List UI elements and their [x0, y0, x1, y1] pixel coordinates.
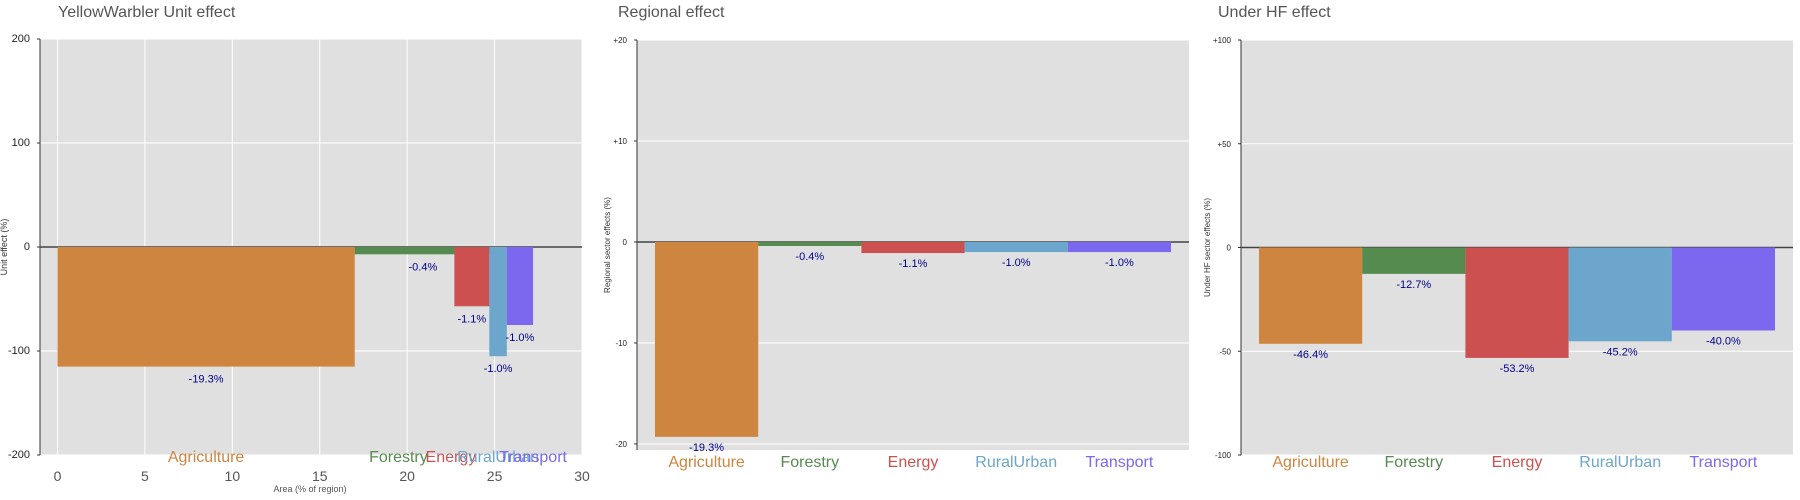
category-label-energy: Energy — [888, 454, 939, 471]
data-label: -0.4% — [409, 261, 438, 273]
category-label-transport: Transport — [1085, 454, 1153, 471]
x-tick-label: 0 — [54, 468, 62, 484]
category-label-agriculture: Agriculture — [668, 454, 745, 471]
hf-effect-title: Under HF effect — [1218, 4, 1331, 21]
bar-transport — [506, 247, 534, 325]
x-tick-label: 20 — [399, 468, 415, 484]
bar-agriculture — [57, 247, 355, 367]
bar-energy — [454, 247, 490, 307]
category-label-agriculture: Agriculture — [168, 449, 245, 466]
y-axis-label: Under HF sector effects (%) — [1203, 198, 1212, 297]
unit-effect-chart: 200 100 0 -100 -200 Unit effect (%) 0 5 10 15 20 25… — [0, 33, 590, 494]
bar-transport — [1671, 247, 1775, 331]
bar-forestry — [1362, 247, 1466, 274]
category-label-forestry: Forestry — [369, 449, 428, 466]
y-tick-label: 100 — [12, 137, 30, 149]
data-label: -19.3% — [689, 442, 724, 454]
bar-agriculture — [1259, 247, 1363, 344]
regional-effect-panel: Regional effect +20 +10 0 -10 -20 Regional se… — [600, 0, 1200, 500]
bar-ruralurban — [489, 247, 507, 357]
data-label: -1.1% — [457, 313, 486, 325]
y-tick-label: +50 — [1217, 140, 1231, 149]
regional-effect-title: Regional effect — [618, 4, 725, 21]
y-tick-label: -100 — [8, 345, 30, 357]
bar-transport — [1067, 241, 1171, 253]
x-axis-label: Area (% of region) — [273, 484, 346, 494]
category-label-forestry: Forestry — [780, 454, 839, 471]
category-label-forestry: Forestry — [1384, 454, 1443, 471]
category-label-energy: Energy — [426, 449, 477, 466]
category-label-energy: Energy — [1492, 454, 1543, 471]
y-tick-label: 0 — [623, 238, 628, 247]
x-tick-label: 5 — [141, 468, 149, 484]
x-tick-label: 15 — [312, 468, 328, 484]
category-label-ruralurban: RuralUrban — [975, 454, 1057, 471]
y-axis-label: Unit effect (%) — [0, 219, 9, 276]
y-tick-label: 200 — [12, 33, 30, 45]
x-tick-label: 25 — [487, 468, 503, 484]
x-tick-label: 30 — [574, 468, 590, 484]
y-tick-label: +100 — [1213, 36, 1232, 45]
data-label: -1.0% — [1105, 257, 1134, 269]
hf-effect-chart: +100 +50 0 -50 -100 Under HF sector effects (… — [1203, 36, 1793, 471]
data-label: -1.0% — [484, 363, 513, 375]
category-label-ruralurban: RuralUrban — [457, 449, 539, 466]
data-label: -1.1% — [899, 258, 928, 270]
x-tick-label: 10 — [225, 468, 241, 484]
bar-ruralurban — [964, 241, 1068, 253]
category-label-ruralurban: RuralUrban — [1579, 454, 1661, 471]
data-label: -19.3% — [189, 374, 224, 386]
unit-effect-title: YellowWarbler Unit effect — [58, 4, 236, 21]
y-tick-label: -50 — [1219, 347, 1231, 356]
y-tick-label: -100 — [1215, 451, 1232, 460]
y-tick-label: +10 — [613, 137, 627, 146]
data-label: -1.0% — [506, 332, 535, 344]
data-label: -45.2% — [1603, 346, 1638, 358]
data-label: -1.0% — [1002, 257, 1031, 269]
data-label: -46.4% — [1293, 349, 1328, 361]
category-label-agriculture: Agriculture — [1272, 454, 1349, 471]
bar-forestry — [758, 241, 862, 247]
category-label-transport: Transport — [1689, 454, 1757, 471]
unit-effect-panel: YellowWarbler Unit effect 200 100 0 -100 -20… — [0, 0, 600, 500]
data-label: -12.7% — [1396, 279, 1431, 291]
data-label: -53.2% — [1500, 363, 1535, 375]
bar-forestry — [354, 247, 492, 255]
y-tick-label: -20 — [615, 440, 627, 449]
bar-agriculture — [655, 241, 759, 437]
hf-effect-panel: Under HF effect +100 +50 0 -50 -100 Under HF … — [1200, 0, 1800, 500]
y-tick-label: -200 — [8, 449, 30, 461]
y-axis-label: Regional sector effects (%) — [603, 197, 612, 293]
regional-effect-chart: +20 +10 0 -10 -20 Regional sector effects (%)… — [603, 36, 1189, 471]
data-label: -40.0% — [1706, 336, 1741, 348]
category-label-transport: Transport — [499, 449, 567, 466]
y-tick-label: +20 — [613, 36, 627, 45]
bar-energy — [1465, 247, 1569, 358]
bar-energy — [861, 241, 965, 254]
y-tick-label: 0 — [1227, 244, 1232, 253]
y-tick-label: -10 — [615, 339, 627, 348]
data-label: -0.4% — [795, 251, 824, 263]
y-tick-label: 0 — [24, 241, 30, 253]
bar-ruralurban — [1568, 247, 1672, 342]
